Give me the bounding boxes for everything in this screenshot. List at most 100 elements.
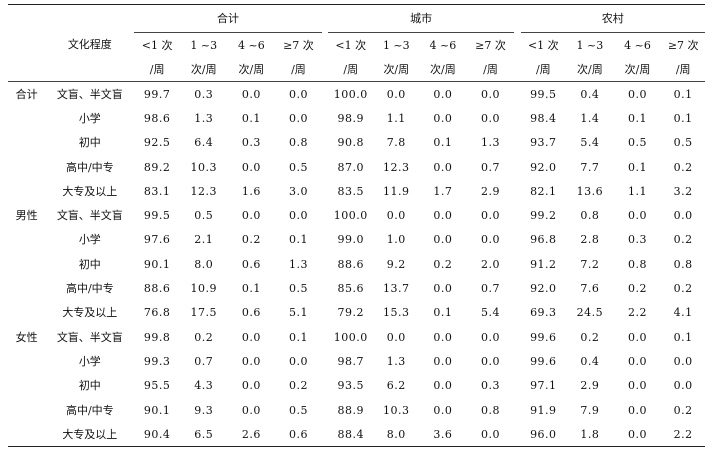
value-cell: 88.6	[337, 257, 364, 271]
table-row: 初中 95.5 4.3 0.0 0.2 93.5 6.2 0.0 0.3 97.1 2.9 0.0 0.…	[8, 374, 705, 398]
value-cell: 93.5	[337, 379, 364, 393]
value-cell: 0.0	[386, 330, 406, 344]
value-cell: 2.2	[661, 422, 705, 448]
section-label	[8, 131, 45, 155]
value-cell: 0.6	[275, 422, 322, 448]
value-cell: 88.6	[143, 282, 171, 296]
header-row-groups: 合计 城市 农村	[8, 4, 705, 33]
freq-header-line2: 次/周	[566, 57, 614, 82]
group-header-urban: 城市	[327, 4, 515, 33]
value-cell: 17.5	[190, 306, 217, 320]
value-cell: 0.0	[241, 160, 261, 174]
value-cell: 2.8	[580, 233, 600, 247]
value-cell: 7.7	[580, 160, 600, 174]
value-cell: 96.8	[530, 233, 557, 247]
value-cell: 7.2	[580, 257, 600, 271]
value-cell: 0.0	[673, 209, 693, 223]
value-cell: 0.0	[433, 111, 453, 125]
section-label: 女性	[15, 330, 38, 344]
value-cell: 0.0	[241, 403, 261, 417]
value-cell: 0.0	[386, 209, 406, 223]
value-cell: 87.0	[337, 160, 364, 174]
group-header-rural: 农村	[520, 4, 705, 33]
value-cell: 0.0	[433, 282, 453, 296]
value-cell: 95.5	[143, 379, 171, 393]
value-cell: 96.0	[520, 422, 567, 448]
header-row-frequency-line1: 文化程度 <1 次 1 ~3 4 ~6 ≥7 次 <1 次 1 ~3 4 ~6 ≥7 次 <1 …	[8, 33, 705, 58]
value-cell: 3.6	[419, 422, 467, 448]
freq-header-line1: <1 次	[141, 38, 173, 52]
education-level: 大专及以上	[62, 306, 118, 320]
value-cell: 0.3	[481, 379, 501, 393]
value-cell: 12.3	[383, 160, 410, 174]
education-level: 文盲、半文盲	[56, 209, 123, 223]
freq-header-line1: ≥7 次	[667, 38, 699, 52]
value-cell: 0.2	[673, 282, 693, 296]
value-cell: 0.2	[580, 330, 600, 344]
section-label	[8, 106, 45, 130]
header-blank	[45, 4, 135, 33]
table-row: 大专及以上 83.1 12.3 1.6 3.0 83.5 11.9 1.7 2.9 82.1 13.…	[8, 179, 705, 203]
value-cell: 0.0	[288, 209, 308, 223]
value-cell: 0.0	[433, 209, 453, 223]
freq-header-line2: 次/周	[419, 57, 467, 82]
value-cell: 8.0	[194, 257, 214, 271]
education-level: 初中	[78, 136, 101, 150]
value-cell: 1.8	[566, 422, 614, 448]
freq-header-line2: /周	[661, 57, 705, 82]
table-row: 小学 97.6 2.1 0.2 0.1 99.0 1.0 0.0 0.0 96.8 2.8 0.3 0.…	[8, 228, 705, 252]
freq-header-line2: /周	[275, 57, 322, 82]
value-cell: 99.5	[143, 209, 171, 223]
section-label	[8, 422, 46, 448]
value-cell: 100.0	[333, 330, 368, 344]
section-label	[8, 374, 45, 398]
value-cell: 0.0	[433, 160, 453, 174]
value-cell: 12.3	[190, 184, 217, 198]
value-cell: 1.3	[481, 136, 501, 150]
freq-header-line1: ≥7 次	[475, 38, 506, 52]
value-cell: 0.0	[433, 379, 453, 393]
value-cell: 0.1	[673, 87, 693, 101]
value-cell: 90.4	[134, 422, 180, 448]
value-cell: 93.7	[530, 136, 557, 150]
value-cell: 1.1	[386, 111, 406, 125]
value-cell: 0.0	[241, 379, 261, 393]
section-label	[8, 179, 45, 203]
value-cell: 0.7	[481, 282, 501, 296]
value-cell: 0.0	[673, 379, 693, 393]
value-cell: 0.0	[673, 354, 693, 368]
value-cell: 4.1	[673, 306, 693, 320]
value-cell: 1.0	[386, 233, 406, 247]
value-cell: 0.0	[241, 330, 261, 344]
value-cell: 99.7	[143, 87, 171, 101]
column-gap	[321, 422, 328, 448]
table-row: 初中 92.5 6.4 0.3 0.8 90.8 7.8 0.1 1.3 93.7 5.4 0.5 0.…	[8, 131, 705, 155]
section-label	[8, 349, 45, 373]
value-cell: 0.2	[628, 282, 648, 296]
value-cell: 0.0	[481, 330, 501, 344]
section-label	[8, 228, 45, 252]
value-cell: 0.0	[288, 87, 308, 101]
value-cell: 11.9	[383, 184, 410, 198]
value-cell: 5.4	[481, 306, 501, 320]
value-cell: 0.1	[241, 282, 261, 296]
value-cell: 9.2	[386, 257, 406, 271]
header-gap	[514, 57, 521, 82]
value-cell: 0.3	[194, 87, 214, 101]
value-cell: 91.9	[530, 403, 557, 417]
value-cell: 0.0	[628, 403, 648, 417]
value-cell: 3.0	[288, 184, 308, 198]
education-level: 文盲、半文盲	[56, 330, 123, 344]
value-cell: 0.1	[628, 160, 648, 174]
value-cell: 3.2	[673, 184, 693, 198]
value-cell: 2.1	[194, 233, 214, 247]
value-cell: 0.8	[481, 403, 501, 417]
value-cell: 90.8	[337, 136, 364, 150]
value-cell: 0.0	[628, 209, 648, 223]
header-gap	[321, 4, 328, 33]
freq-header-line1: <1 次	[335, 38, 367, 52]
value-cell: 0.1	[628, 111, 648, 125]
table-row: 合计 文盲、半文盲 99.7 0.3 0.0 0.0 100.0 0.0 0.0 0.0 99.5 0…	[8, 82, 705, 107]
value-cell: 99.3	[143, 354, 171, 368]
value-cell: 83.1	[143, 184, 171, 198]
